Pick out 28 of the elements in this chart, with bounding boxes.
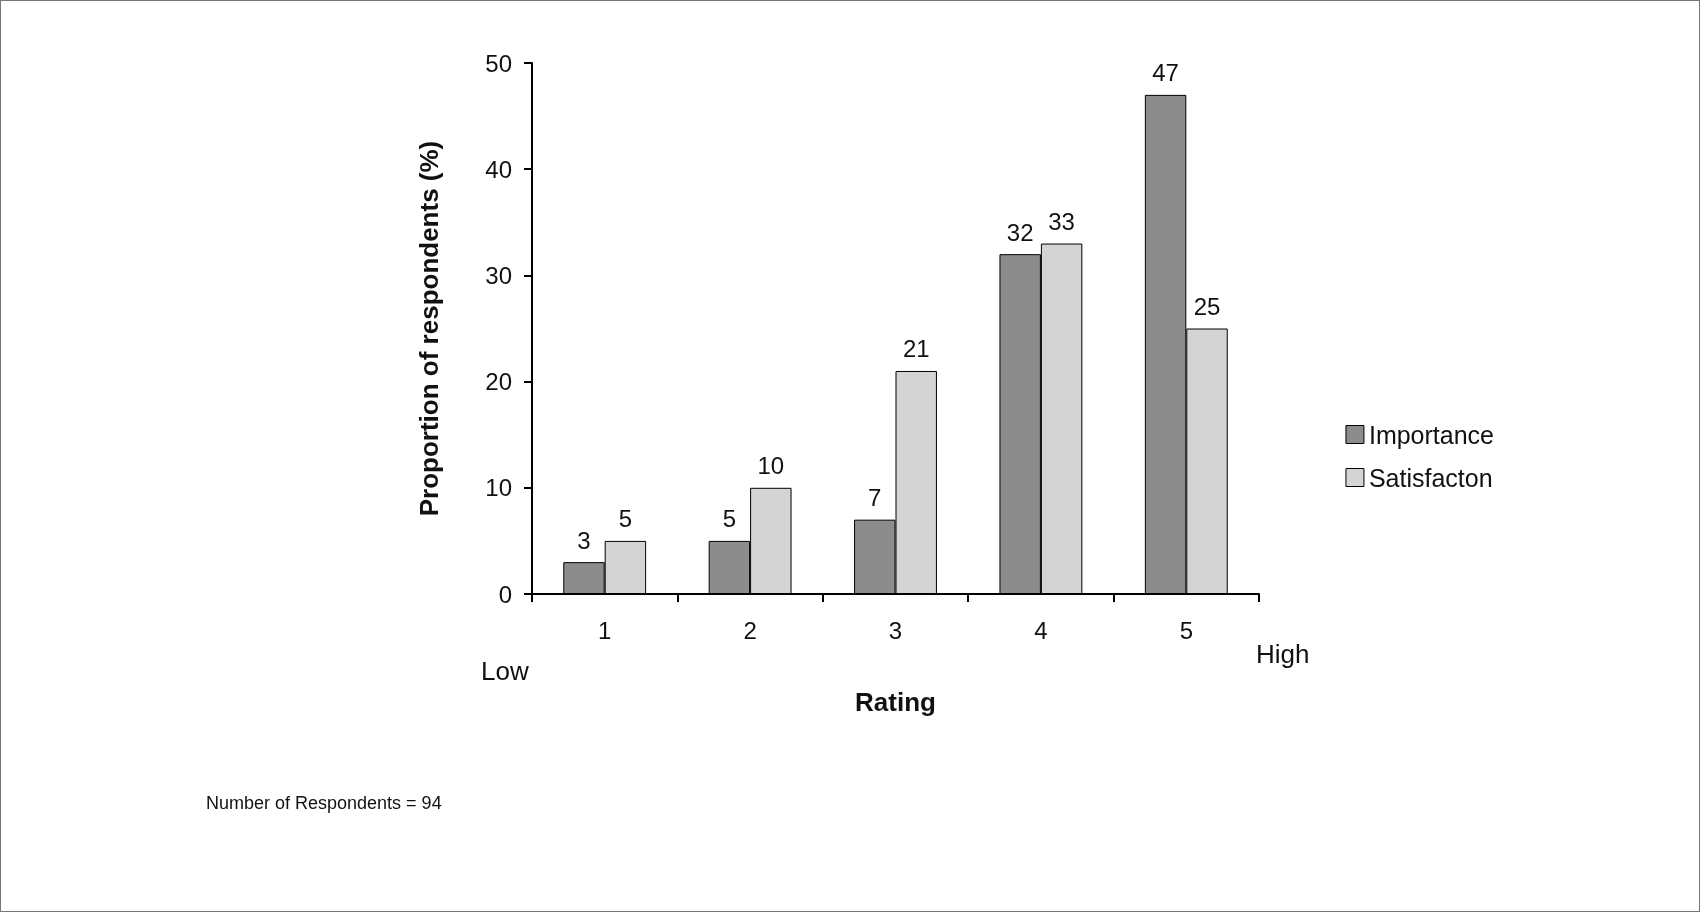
y-tick-label: 0	[498, 580, 512, 608]
y-tick-label: 10	[485, 474, 512, 502]
data-label: 21	[902, 335, 930, 363]
data-label: 47	[1152, 59, 1179, 87]
data-label: 5	[722, 505, 737, 533]
y-axis-title: Proportion of respondents (%)	[414, 140, 444, 517]
x-tick-label: 1	[598, 616, 612, 644]
y-tick-label: 30	[485, 261, 512, 289]
text: Low	[481, 656, 529, 686]
y-tick-label: 50	[485, 49, 512, 77]
x-tick-label: 5	[1179, 616, 1193, 644]
text: High	[1256, 639, 1310, 669]
y-tick-label: 20	[485, 368, 512, 396]
y-tick-label: 40	[485, 155, 512, 183]
x-tick-label: 4	[1034, 616, 1048, 644]
data-label: 10	[757, 452, 785, 480]
legend-label: Satisfacton	[1368, 463, 1493, 492]
data-label: 32	[1006, 218, 1034, 246]
data-label: 5	[618, 505, 633, 533]
data-label: 25	[1193, 293, 1221, 320]
text: Number of Respondents = 94	[206, 793, 442, 813]
data-label: 33	[1048, 208, 1075, 236]
x-tick-label: 3	[888, 616, 903, 644]
data-label: 3	[577, 526, 591, 554]
x-tick-label: 2	[743, 616, 757, 644]
x-axis-title: Rating	[855, 687, 936, 717]
data-label: 7	[868, 484, 882, 512]
legend-label: Importance	[1368, 420, 1494, 449]
